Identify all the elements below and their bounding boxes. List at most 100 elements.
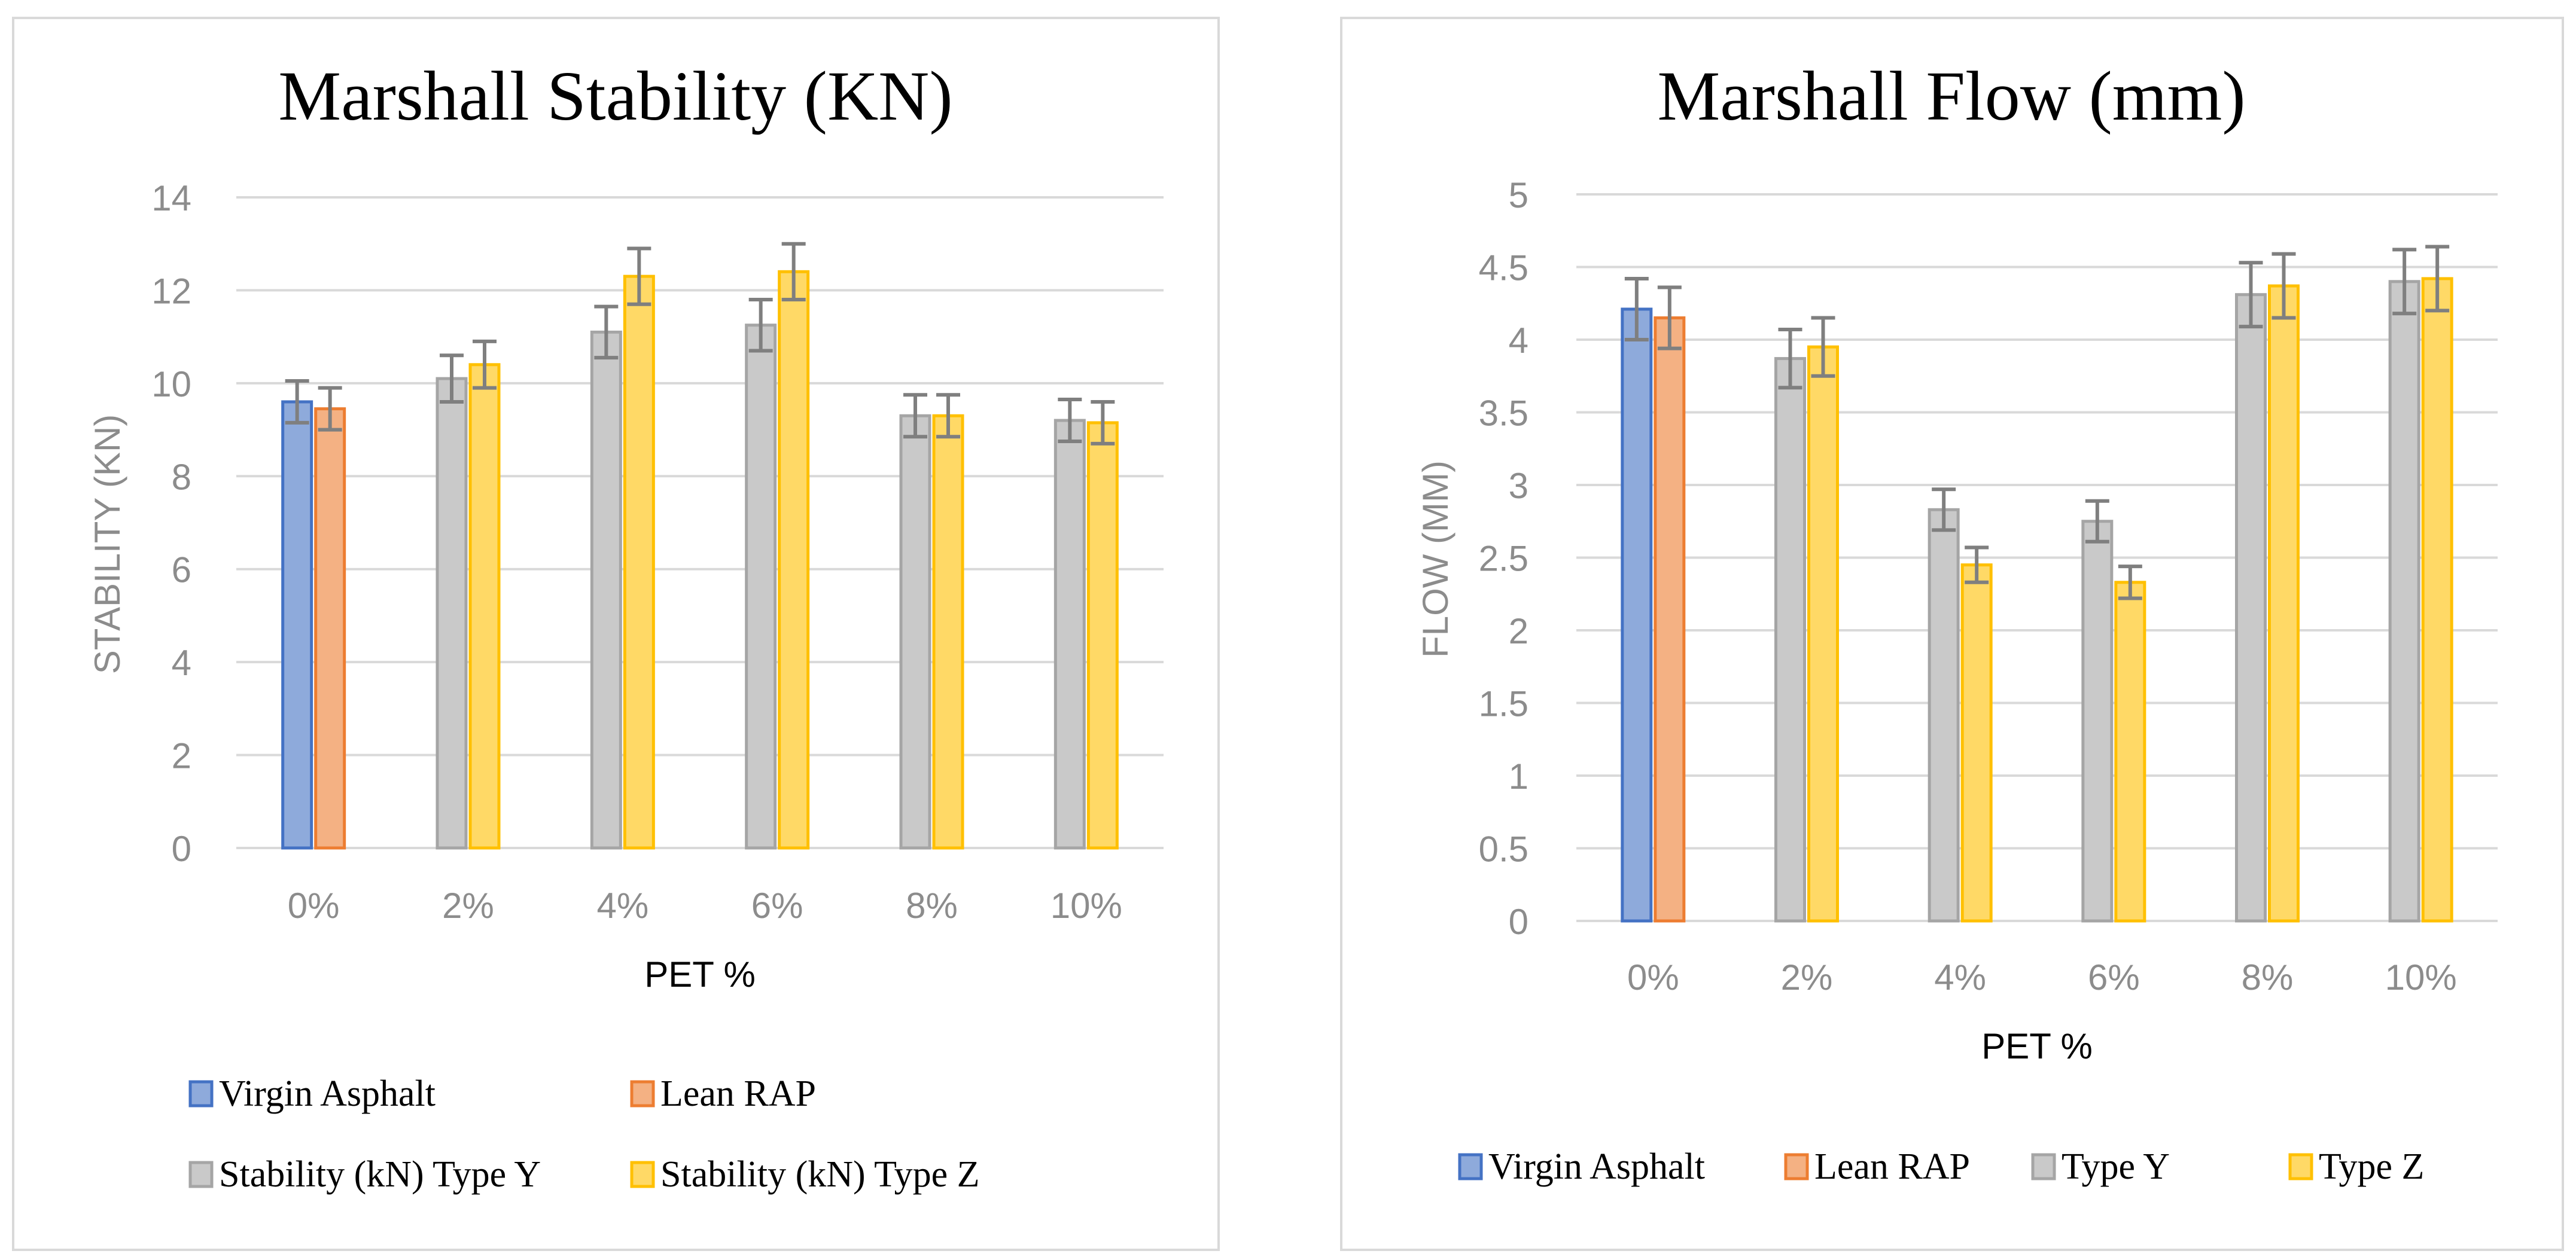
bar-type-z-8pct (2268, 284, 2300, 923)
flow-chart-title: Marshall Flow (mm) (1657, 57, 2245, 135)
bar-type-z-10pct (2421, 277, 2453, 923)
x-tick-label: 0% (1627, 957, 1679, 997)
stability-y-ticks: 0 2 4 6 8 10 12 14 (151, 178, 191, 869)
flow-y-ticks: 0 0.5 1 1.5 2 2.5 3 3.5 4 4.5 5 (1479, 175, 1528, 942)
x-tick-label: 10% (1051, 886, 1122, 926)
bar-stability-kn-type-y-2pct (436, 377, 468, 850)
flow-legend: Virgin Asphalt Lean RAP Type Y Type Z (1458, 1146, 2424, 1187)
error-bar (1778, 327, 1802, 390)
bar-stability-kn-type-y-10pct (1053, 419, 1086, 850)
bar-stability-kn-type-z-6pct (778, 270, 810, 850)
legend-label: Lean RAP (660, 1073, 816, 1114)
stability-bars (281, 242, 1119, 850)
bar-type-y-2pct (1774, 357, 1806, 923)
error-bar (2271, 252, 2296, 320)
bar-lean-rap-0pct (314, 407, 346, 850)
legend-swatch (2288, 1153, 2313, 1180)
stability-legend: Virgin Asphalt Lean RAP Stability (kN) Typ… (188, 1073, 980, 1195)
y-tick-label: 2 (172, 736, 191, 776)
bar-type-y-8pct (2235, 293, 2267, 923)
bar-type-z-6pct (2114, 581, 2146, 923)
legend-label: Type Z (2319, 1146, 2424, 1187)
x-tick-label: 8% (2242, 957, 2294, 997)
error-bar (2118, 565, 2142, 600)
x-tick-label: 2% (1781, 957, 1833, 997)
bar-stability-kn-type-z-10pct (1086, 421, 1119, 850)
x-tick-label: 4% (596, 886, 648, 926)
legend-label: Virgin Asphalt (1488, 1146, 1705, 1187)
flow-x-ticks: 0% 2% 4% 6% 8% 10% (1627, 957, 2457, 997)
stability-y-axis-title: STABILITY (KN) (87, 414, 127, 675)
legend-label: Stability (kN) Type Z (660, 1154, 980, 1195)
x-tick-label: 2% (442, 886, 494, 926)
y-tick-label: 3.5 (1479, 393, 1528, 434)
bar-virgin-asphalt-0pct (281, 400, 313, 850)
y-tick-label: 3 (1509, 466, 1528, 506)
y-tick-label: 5 (1509, 175, 1528, 215)
y-tick-label: 2.5 (1479, 539, 1528, 579)
error-bar (2425, 245, 2450, 313)
error-bar (594, 304, 619, 360)
error-bar (318, 386, 342, 432)
stability-x-ticks: 0% 2% 4% 6% 8% 10% (288, 886, 1122, 926)
error-bar (1624, 276, 1649, 341)
legend-swatch (188, 1161, 214, 1188)
bar-type-y-6pct (2081, 520, 2114, 923)
y-tick-label: 1.5 (1479, 684, 1528, 724)
flow-bars (1621, 245, 2453, 923)
x-tick-label: 4% (1934, 957, 1986, 997)
x-tick-label: 10% (2385, 957, 2457, 997)
error-bar (903, 393, 927, 439)
y-tick-label: 4 (172, 643, 191, 683)
flow-x-axis-title: PET % (1981, 1026, 2093, 1066)
y-tick-label: 4 (1509, 321, 1528, 361)
bar-stability-kn-type-z-2pct (468, 363, 501, 850)
y-tick-label: 0 (1509, 902, 1528, 942)
error-bar (2392, 248, 2417, 316)
error-bar (473, 339, 497, 390)
y-tick-label: 0 (172, 829, 191, 869)
y-tick-label: 12 (151, 271, 191, 311)
flow-y-axis-title: FLOW (MM) (1415, 460, 1456, 658)
y-tick-label: 14 (151, 178, 191, 218)
y-tick-label: 0.5 (1479, 829, 1528, 870)
bar-stability-kn-type-z-8pct (932, 414, 964, 850)
legend-label: Type Y (2062, 1146, 2170, 1187)
y-tick-label: 1 (1509, 756, 1528, 797)
error-bar (1091, 399, 1115, 446)
legend-swatch (630, 1080, 655, 1108)
stability-x-axis-title: PET % (644, 954, 756, 994)
x-tick-label: 6% (751, 886, 803, 926)
bar-type-y-10pct (2388, 280, 2420, 923)
bar-stability-kn-type-y-4pct (590, 330, 622, 850)
flow-gridlines (1576, 193, 2498, 922)
bar-stability-kn-type-y-8pct (899, 414, 931, 850)
error-bar (2085, 499, 2109, 544)
error-bar (285, 379, 309, 425)
error-bar (1058, 398, 1082, 443)
legend-swatch (2031, 1153, 2056, 1180)
legend-swatch (630, 1161, 655, 1188)
stability-chart-panel: Marshall Stability (KN) 0 2 4 6 8 10 12 14 0% 2%… (12, 17, 1220, 1251)
y-tick-label: 4.5 (1479, 248, 1528, 288)
legend-swatch (1458, 1153, 1483, 1180)
error-bar (1932, 487, 1956, 532)
legend-label: Lean RAP (1814, 1146, 1970, 1187)
bar-lean-rap-0pct (1654, 316, 1686, 923)
error-bar (2239, 261, 2263, 329)
legend-label: Virgin Asphalt (219, 1073, 436, 1114)
flow-chart-panel: Marshall Flow (mm) 0 0.5 1 1.5 2 2.5 3 3.5 4 4.5 5… (1340, 17, 2564, 1251)
bar-stability-kn-type-y-6pct (745, 324, 777, 850)
error-bar (1657, 285, 1682, 350)
stability-gridlines (236, 196, 1164, 849)
error-bar (1811, 316, 1835, 378)
bar-type-y-4pct (1928, 508, 1960, 923)
error-bar (1965, 545, 1989, 584)
bar-type-z-2pct (1807, 345, 1839, 923)
bar-virgin-asphalt-0pct (1621, 307, 1653, 923)
error-bar (748, 297, 773, 353)
legend-label: Stability (kN) Type Y (219, 1154, 541, 1195)
y-tick-label: 8 (172, 457, 191, 497)
y-tick-label: 10 (151, 364, 191, 404)
